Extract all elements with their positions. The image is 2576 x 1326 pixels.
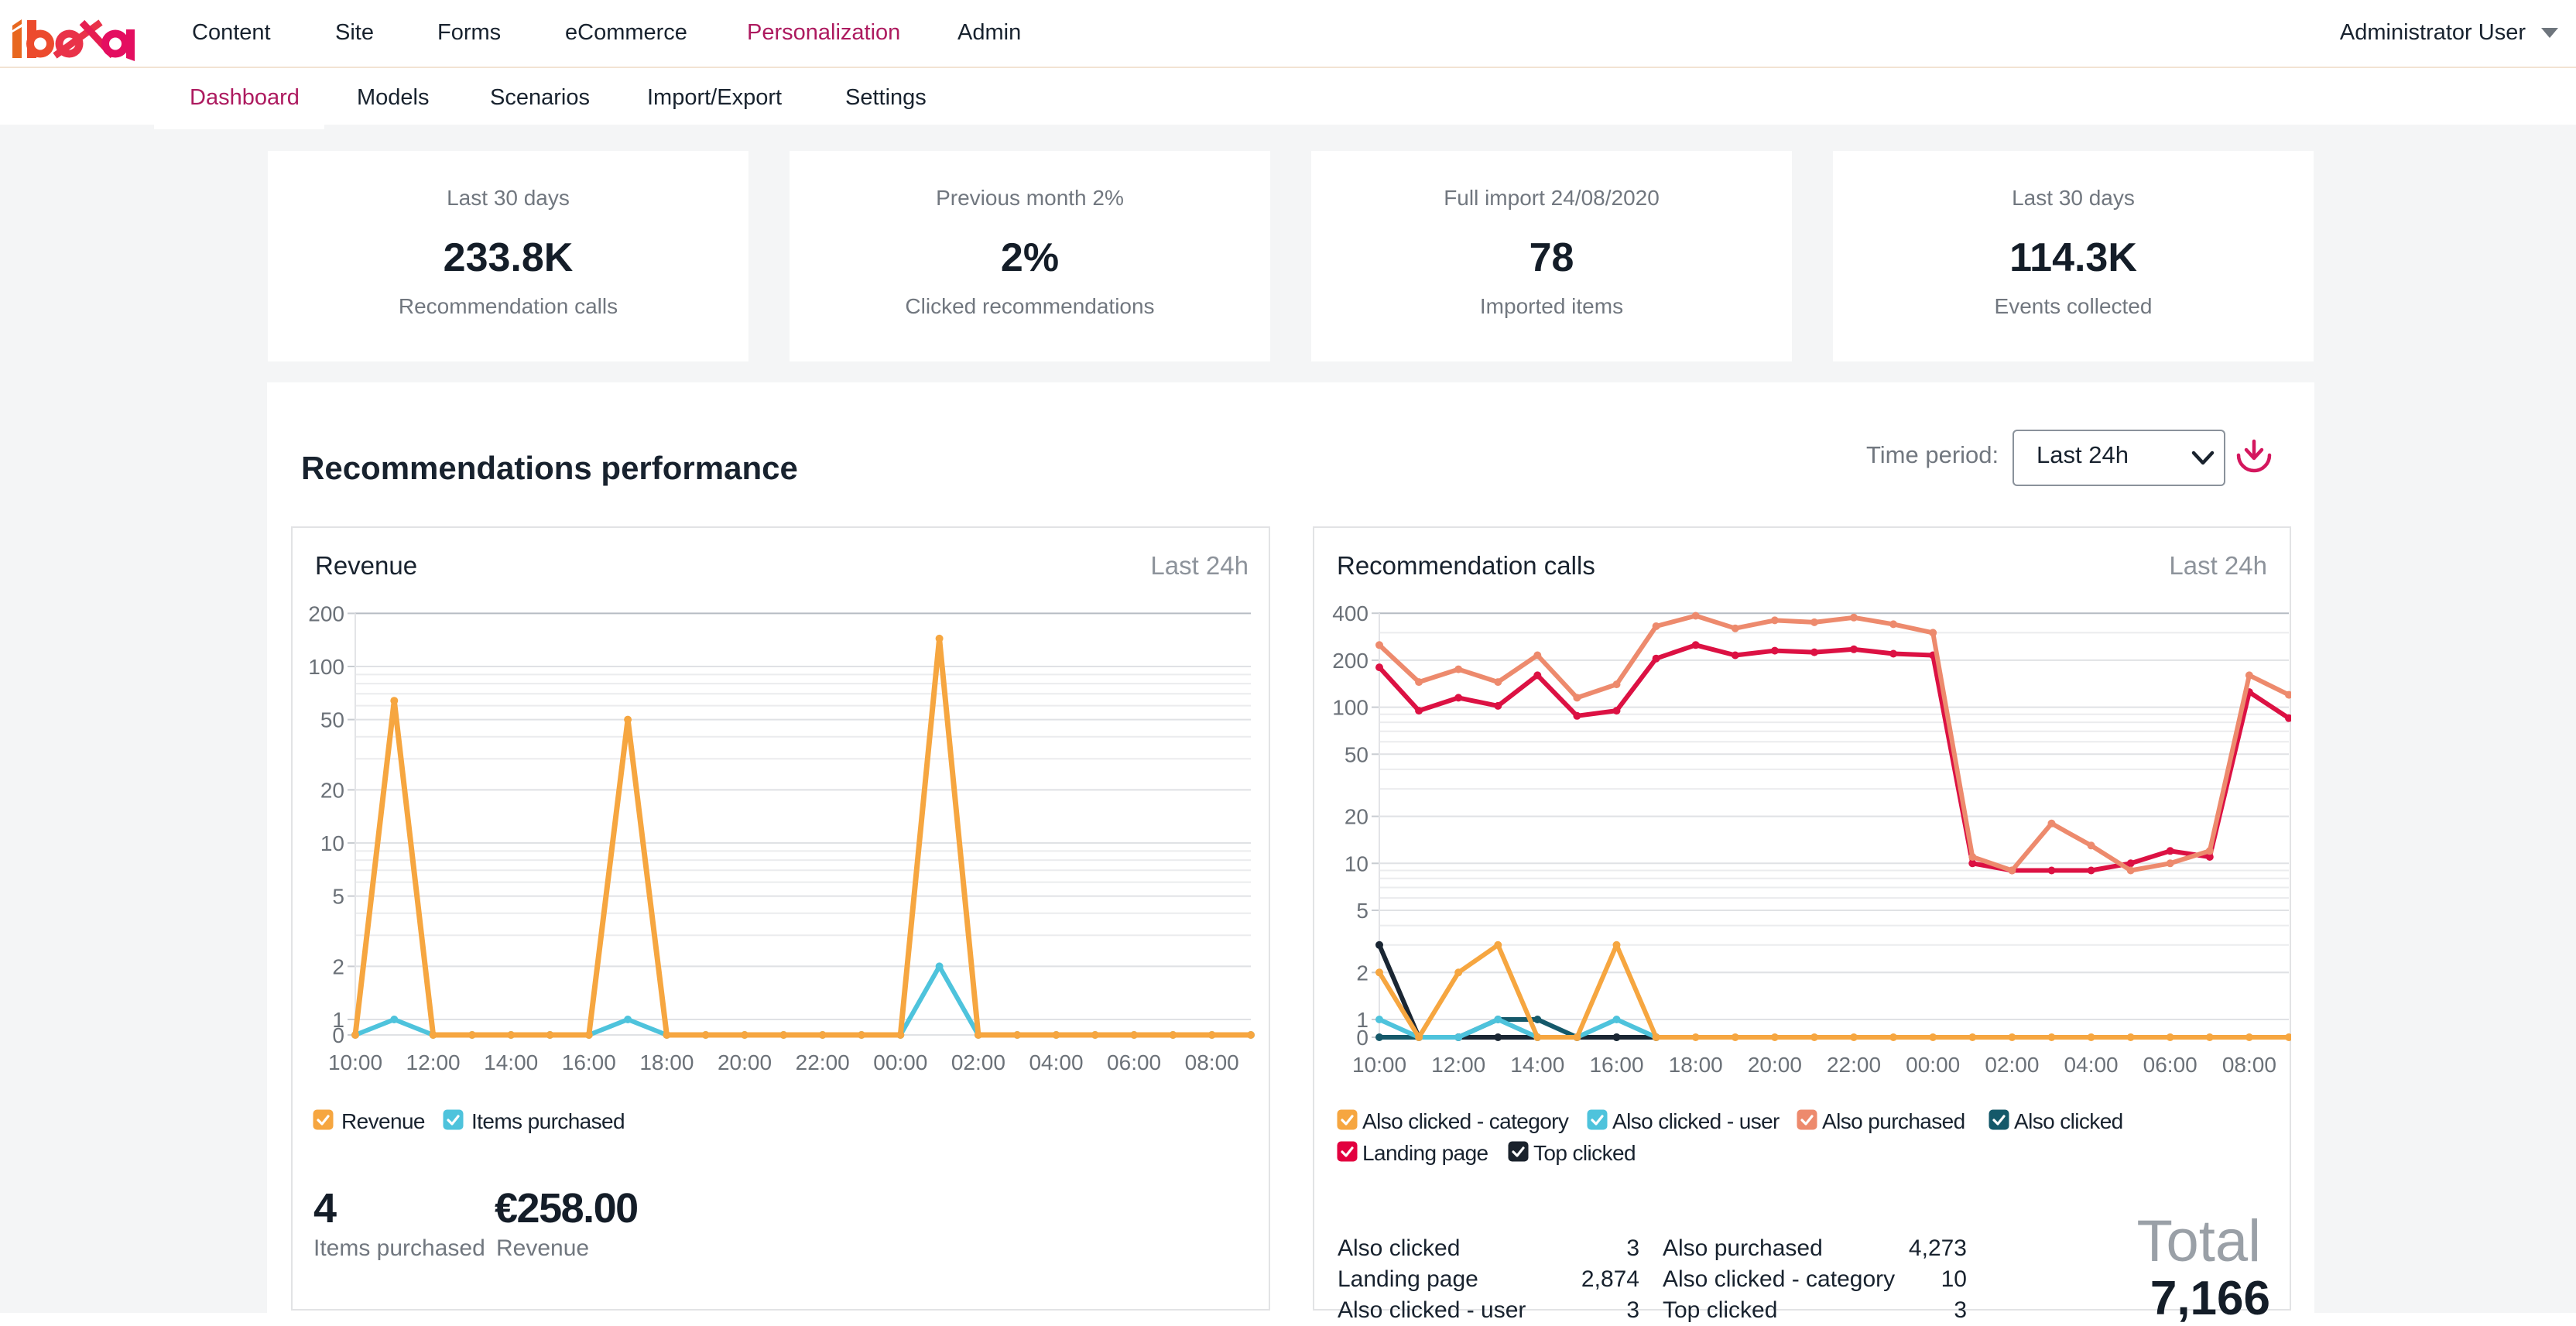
svg-text:02:00: 02:00 [1985,1053,2039,1077]
svg-text:18:00: 18:00 [1669,1053,1723,1077]
svg-text:16:00: 16:00 [1589,1053,1643,1077]
svg-text:0: 0 [1356,1026,1368,1050]
svg-text:2: 2 [1356,961,1368,985]
svg-text:18:00: 18:00 [639,1050,694,1074]
svg-text:200: 200 [308,601,344,625]
svg-text:20: 20 [1345,805,1368,829]
svg-text:5: 5 [1356,899,1368,923]
svg-text:10: 10 [320,831,344,855]
svg-text:00:00: 00:00 [1906,1053,1960,1077]
svg-text:04:00: 04:00 [2064,1053,2119,1077]
svg-text:200: 200 [1332,649,1368,673]
svg-text:06:00: 06:00 [2143,1053,2197,1077]
svg-text:100: 100 [308,655,344,679]
svg-text:100: 100 [1332,696,1368,720]
svg-text:5: 5 [332,885,344,909]
svg-text:10: 10 [1345,851,1368,875]
svg-text:08:00: 08:00 [1185,1050,1239,1074]
svg-text:22:00: 22:00 [796,1050,850,1074]
svg-text:10:00: 10:00 [1352,1053,1406,1077]
svg-text:04:00: 04:00 [1029,1050,1083,1074]
svg-text:2: 2 [332,954,344,978]
svg-text:22:00: 22:00 [1827,1053,1881,1077]
svg-text:08:00: 08:00 [2222,1053,2276,1077]
svg-text:0: 0 [332,1023,344,1047]
svg-text:06:00: 06:00 [1107,1050,1161,1074]
svg-text:20: 20 [320,778,344,802]
svg-text:10:00: 10:00 [328,1050,382,1074]
svg-text:400: 400 [1332,601,1368,625]
svg-text:14:00: 14:00 [484,1050,538,1074]
svg-text:50: 50 [320,708,344,732]
svg-text:14:00: 14:00 [1510,1053,1564,1077]
svg-text:50: 50 [1345,742,1368,766]
svg-text:12:00: 12:00 [1431,1053,1485,1077]
svg-text:02:00: 02:00 [951,1050,1005,1074]
svg-text:16:00: 16:00 [562,1050,616,1074]
svg-text:1: 1 [332,1008,344,1032]
svg-text:00:00: 00:00 [873,1050,927,1074]
svg-text:20:00: 20:00 [718,1050,772,1074]
svg-text:12:00: 12:00 [406,1050,461,1074]
svg-text:1: 1 [1356,1008,1368,1032]
svg-text:20:00: 20:00 [1748,1053,1802,1077]
